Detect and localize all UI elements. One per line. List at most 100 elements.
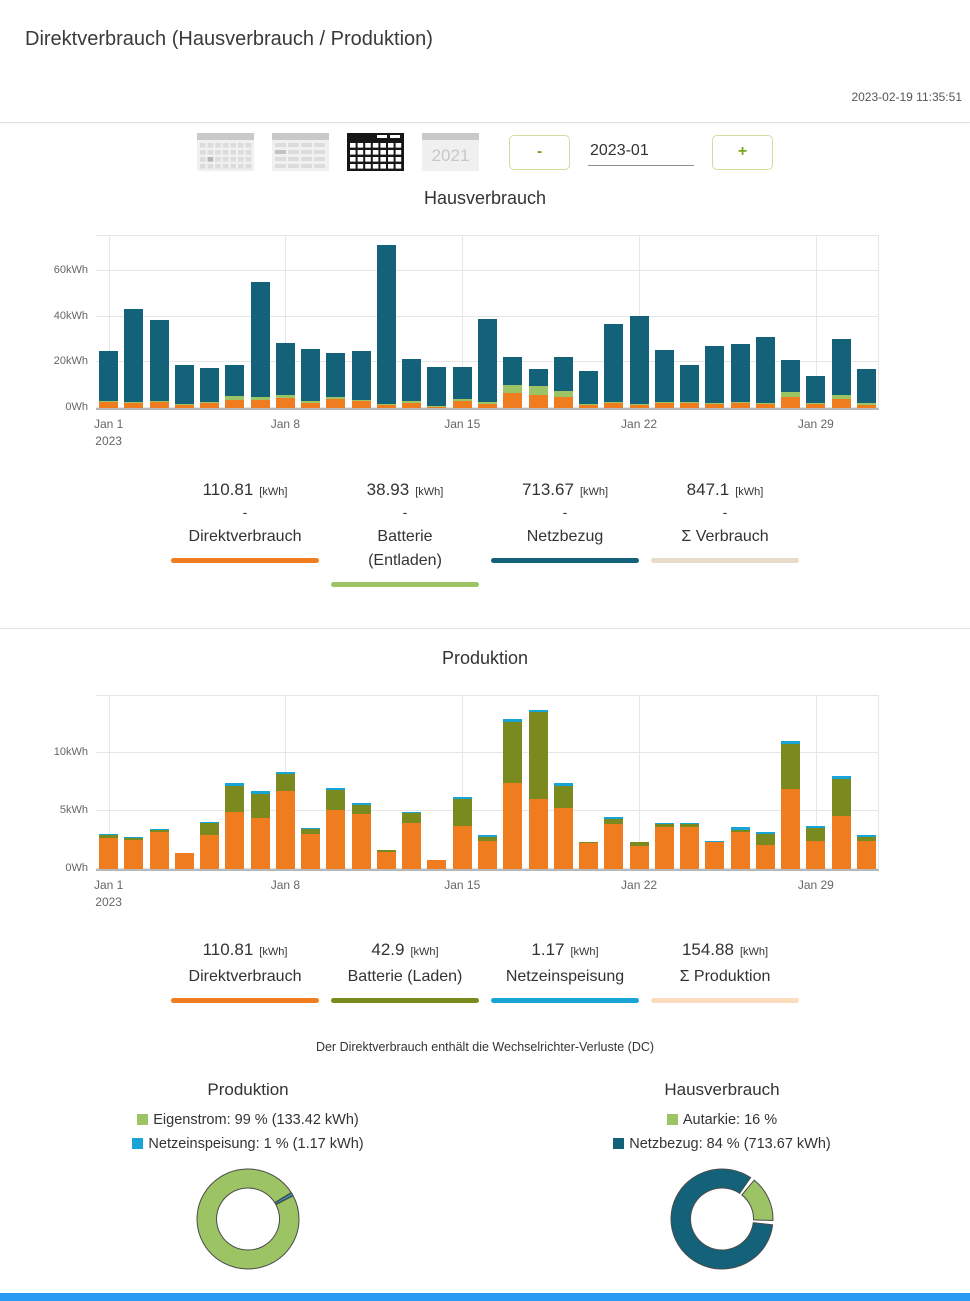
bar-day-14: [427, 859, 447, 869]
view-week-calendar-icon[interactable]: [272, 133, 329, 171]
bar-segment: [503, 392, 523, 408]
bar-day-5: [200, 822, 220, 869]
bar-day-24: [680, 822, 700, 869]
bar-segment: [806, 841, 826, 869]
bar-segment: [99, 834, 119, 838]
donut-legend-item: Autarkie: 16 %: [487, 1108, 957, 1132]
produktion-donut-section: Produktion Eigenstrom: 99 % (133.42 kWh) N…: [13, 1080, 483, 1277]
inverter-losses-note: Der Direktverbrauch enthält die Wechselr…: [315, 1040, 655, 1054]
y-axis-label: 0Wh: [65, 862, 88, 874]
bar-segment: [478, 835, 497, 837]
bar-segment: [402, 403, 422, 408]
bar-day-22: [629, 842, 649, 869]
bar-day-9: [301, 348, 321, 408]
view-day-calendar-icon[interactable]: [197, 133, 254, 171]
bar-day-2: [124, 309, 144, 408]
summary-color-bar: [331, 998, 479, 1003]
bar-segment: [654, 402, 674, 408]
bar-segment: [99, 400, 119, 403]
summary-item-batterie-laden-: 42.9 [kWh] Batterie (Laden): [331, 940, 479, 1003]
bar-segment: [402, 812, 422, 823]
section-divider: [0, 628, 970, 629]
bar-segment: [326, 352, 346, 398]
bar-segment: [503, 721, 523, 784]
donut-slice-eigenstrom: [196, 1168, 300, 1270]
previous-period-button[interactable]: -: [509, 134, 570, 170]
gridline: [96, 270, 879, 272]
bar-segment: [124, 840, 144, 869]
bar-day-30: [831, 775, 851, 869]
bar-segment: [503, 783, 523, 869]
bar-day-18: [528, 369, 548, 408]
bar-segment: [730, 827, 750, 830]
bar-segment: [99, 351, 119, 401]
bar-day-27: [755, 337, 775, 408]
gridline: [96, 235, 879, 236]
bar-day-6: [225, 783, 245, 869]
bar-segment: [124, 403, 144, 408]
hausverbrauch-summary-row: 110.81 [kWh] - Direktverbrauch 38.93 [kWh] - Ba…: [0, 480, 970, 587]
gridline: [96, 315, 879, 317]
bar-segment: [856, 369, 876, 404]
bar-segment: [680, 826, 700, 869]
bar-day-8: [275, 343, 295, 408]
legend-text: Eigenstrom: 99 % (133.42 kWh): [153, 1112, 359, 1128]
bar-segment: [604, 402, 624, 408]
view-year-calendar-icon[interactable]: 2021: [422, 133, 479, 171]
bar-segment: [250, 791, 270, 794]
bar-segment: [200, 402, 220, 408]
bar-segment: [604, 324, 624, 402]
bar-segment: [831, 395, 851, 399]
legend-swatch-icon: [137, 1114, 149, 1125]
summary-item-batterie-entladen-: 38.93 [kWh] - Batterie (Entladen): [331, 480, 479, 587]
bar-segment: [604, 401, 624, 403]
hausverbrauch-chart-title: Hausverbrauch: [423, 188, 547, 208]
legend-swatch-icon: [613, 1138, 625, 1149]
bar-segment: [629, 404, 649, 408]
bar-segment: [579, 842, 599, 843]
summary-dash: -: [562, 504, 568, 520]
bar-segment: [149, 319, 169, 402]
bar-segment: [376, 850, 396, 853]
bar-day-31: [856, 835, 876, 869]
bar-segment: [806, 375, 826, 403]
legend-text: Autarkie: 16 %: [682, 1112, 778, 1128]
bar-segment: [730, 402, 750, 403]
bar-segment: [579, 842, 599, 869]
bar-segment: [478, 403, 497, 408]
legend-swatch-icon: [666, 1114, 678, 1125]
summary-label: Netzbezug: [526, 528, 604, 545]
bar-day-1: [99, 833, 119, 869]
bar-segment: [174, 404, 194, 408]
bar-segment: [275, 343, 295, 396]
bar-segment: [755, 337, 775, 403]
bar-segment: [200, 823, 220, 836]
bar-segment: [680, 824, 700, 827]
bar-segment: [149, 829, 169, 831]
bar-segment: [705, 841, 725, 842]
period-input[interactable]: [588, 138, 694, 166]
next-period-button[interactable]: +: [712, 134, 773, 170]
summary-item-netzeinspeisung: 1.17 [kWh] Netzeinspeisung: [491, 940, 639, 1003]
view-month-calendar-icon[interactable]: [347, 133, 404, 171]
bar-segment: [781, 392, 801, 398]
bar-segment: [452, 398, 472, 401]
donut-legend-item: Eigenstrom: 99 % (133.42 kWh): [13, 1108, 483, 1132]
gridline: [639, 695, 641, 869]
donut-legend-item: Netzeinspeisung: 1 % (1.17 kWh): [13, 1132, 483, 1156]
bar-segment: [124, 401, 144, 404]
bar-segment: [755, 403, 775, 408]
summary-value: 1.17 [kWh]: [531, 940, 599, 959]
bar-day-20: [579, 842, 599, 869]
x-axis-label: Jan 29: [797, 878, 834, 892]
bar-segment: [528, 712, 548, 800]
bar-segment: [301, 348, 321, 401]
summary-color-bar: [651, 998, 799, 1003]
donut-title: Produktion: [207, 1080, 289, 1099]
summary-item-direktverbrauch: 110.81 [kWh] Direktverbrauch: [171, 940, 319, 1003]
bar-segment: [301, 400, 321, 403]
summary-unit: [kWh]: [259, 486, 288, 498]
x-axis-line: [96, 408, 879, 410]
summary-color-bar: [171, 998, 319, 1003]
